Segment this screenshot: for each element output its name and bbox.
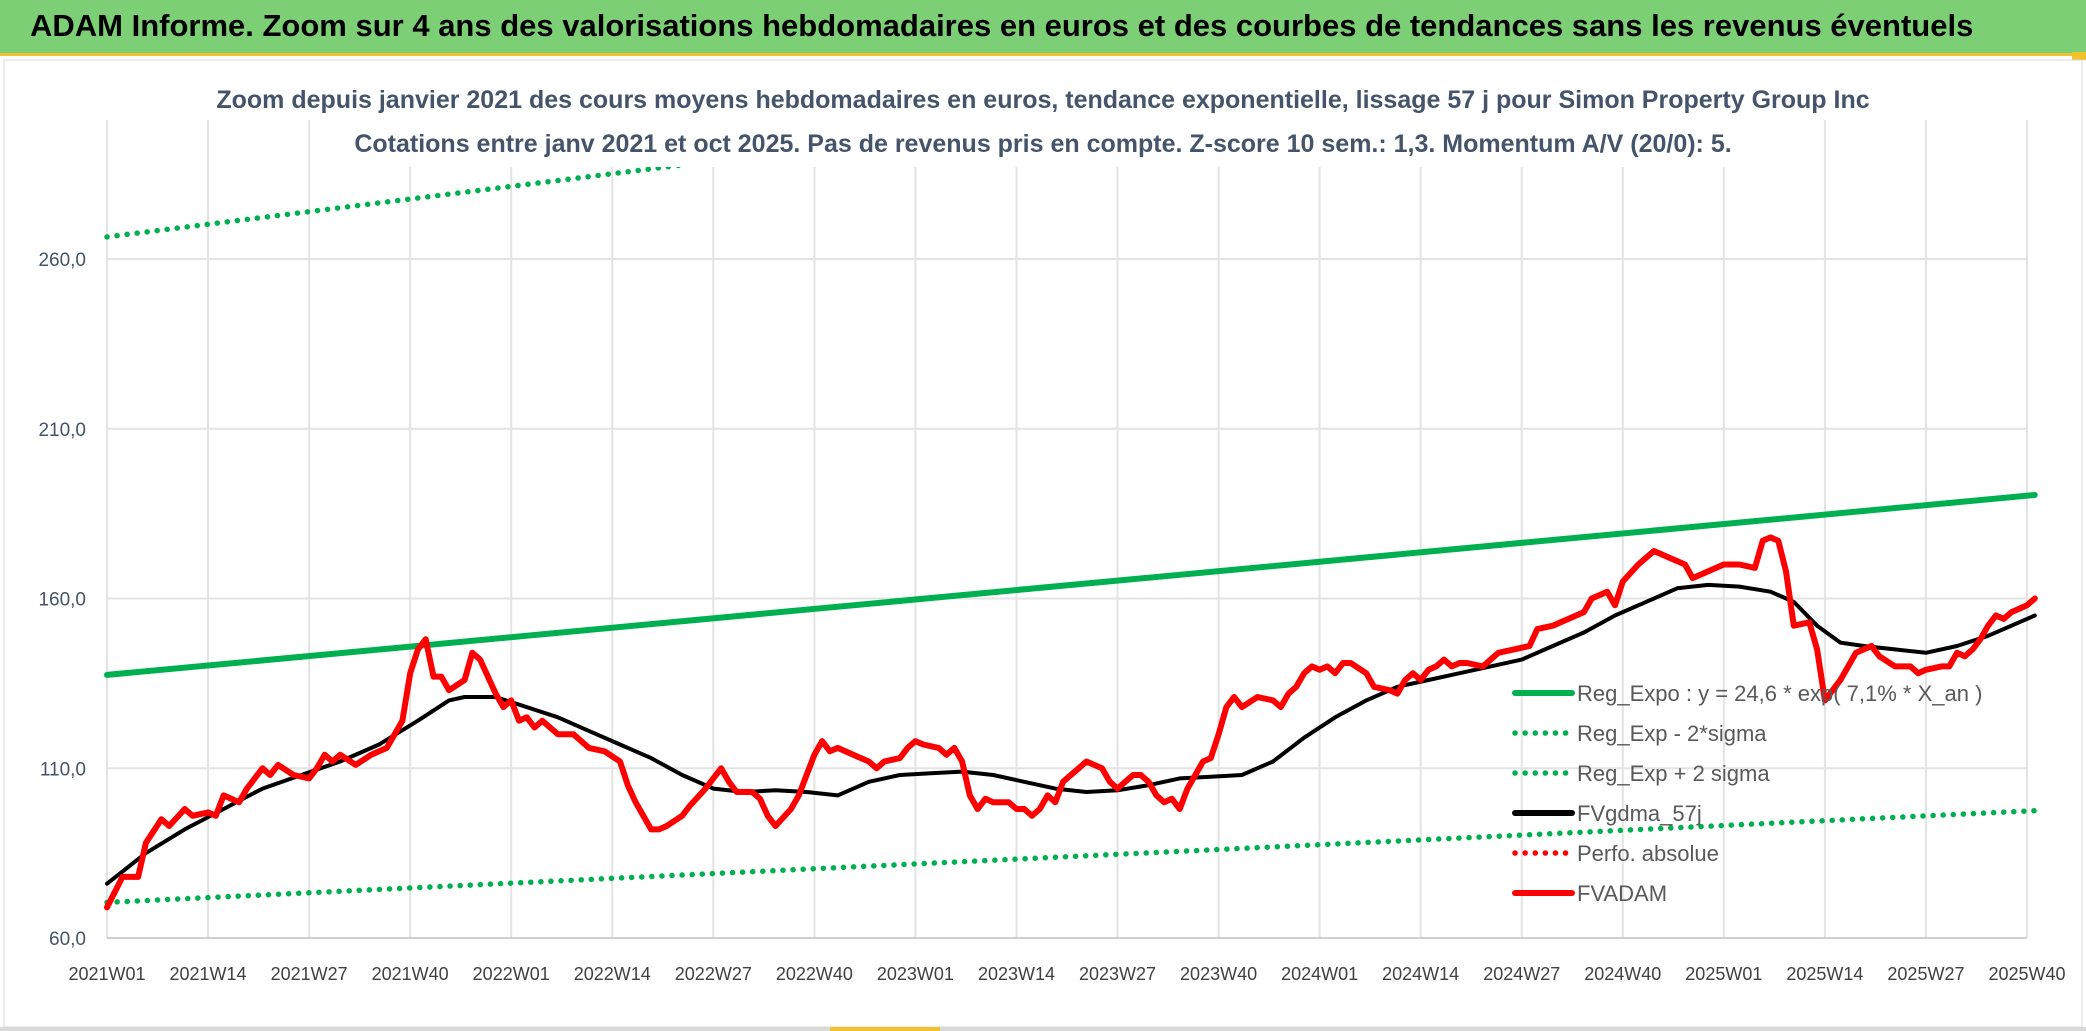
x-tick-label: 2025W01 — [1685, 964, 1762, 984]
x-tick-label: 2022W01 — [473, 964, 550, 984]
x-tick-label: 2021W01 — [68, 964, 145, 984]
x-tick-label: 2022W14 — [574, 964, 651, 984]
x-tick-label: 2024W27 — [1483, 964, 1560, 984]
y-tick-label: 210,0 — [38, 420, 86, 441]
x-tick-label: 2025W27 — [1887, 964, 1964, 984]
legend-label: Reg_Exp - 2*sigma — [1577, 721, 1767, 746]
series-fvadam — [104, 534, 2038, 911]
legend-label: FVADAM — [1577, 881, 1667, 906]
footer-accent — [830, 1027, 940, 1031]
chart-area-border — [3, 59, 2083, 1028]
report-header: ADAM Informe. Zoom sur 4 ans des valoris… — [0, 0, 2086, 60]
legend-label: Perfo. absolue — [1577, 841, 1719, 866]
series-reg-exp-2-sigma — [104, 120, 1065, 240]
x-tick-label: 2021W27 — [271, 964, 348, 984]
y-tick-label: 160,0 — [38, 590, 86, 611]
y-tick-label: 260,0 — [38, 250, 86, 271]
x-tick-label: 2024W14 — [1382, 964, 1459, 984]
y-tick-label: 110,0 — [40, 759, 86, 780]
y-axis: 60,0 110,0 160,0 210,0 260,0 — [38, 250, 86, 950]
x-tick-label: 2022W27 — [675, 964, 752, 984]
x-tick-label: 2023W14 — [978, 964, 1055, 984]
x-tick-label: 2023W27 — [1079, 964, 1156, 984]
legend-label: Reg_Exp + 2 sigma — [1577, 761, 1770, 786]
title-background — [385, 75, 1820, 167]
series-reg-exp-2-sigma — [104, 807, 2038, 906]
x-tick-label: 2025W40 — [1988, 964, 2065, 984]
x-tick-label: 2021W40 — [372, 964, 449, 984]
gridlines — [106, 120, 2028, 939]
x-tick-label: 2023W01 — [877, 964, 954, 984]
chart-title: Zoom depuis janvier 2021 des cours moyen… — [216, 86, 1869, 114]
x-tick-label: 2021W14 — [170, 964, 247, 984]
header-corner-accent — [2072, 52, 2086, 60]
legend-label: FVgdma_57j — [1577, 801, 1702, 826]
x-tick-label: 2024W01 — [1281, 964, 1358, 984]
x-tick-label: 2022W40 — [776, 964, 853, 984]
x-axis: 2021W01 2021W14 2021W27 2021W40 2022W01 2022W… — [68, 964, 2065, 984]
x-tick-label: 2024W40 — [1584, 964, 1661, 984]
chart-subtitle: Cotations entre janv 2021 et oct 2025. P… — [354, 130, 1731, 158]
series-group — [104, 120, 2038, 911]
legend-label: Reg_Expo : y = 24,6 * exp( 7,1% * X_an ) — [1577, 681, 1982, 706]
report-title: ADAM Informe. Zoom sur 4 ans des valoris… — [30, 8, 1974, 43]
legend: Reg_Expo : y = 24,6 * exp( 7,1% * X_an )… — [1512, 681, 1982, 906]
x-tick-label: 2025W14 — [1786, 964, 1863, 984]
footer-bar — [0, 1027, 2086, 1031]
y-tick-label: 60,0 — [49, 929, 86, 950]
x-tick-label: 2023W40 — [1180, 964, 1257, 984]
